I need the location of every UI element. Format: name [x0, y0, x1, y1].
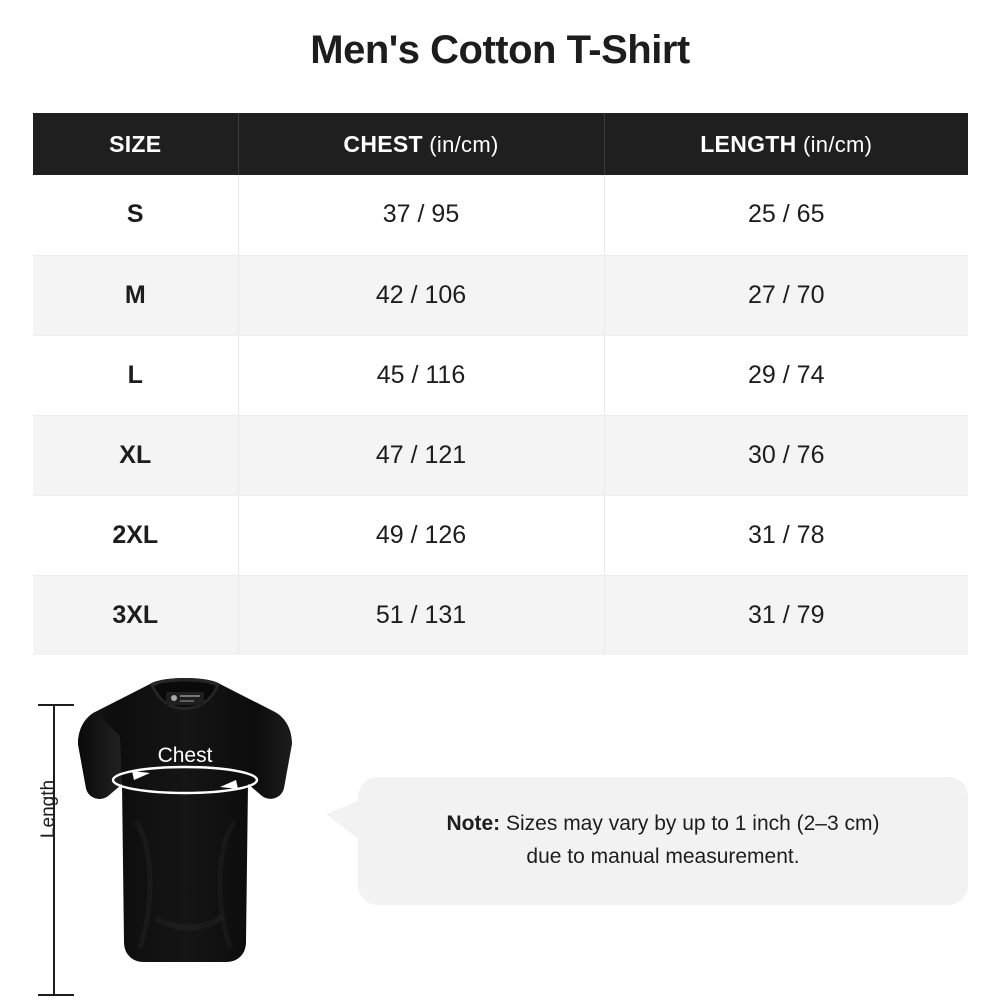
column-header-length: LENGTH (in/cm) — [604, 113, 968, 175]
table-row: S 37 / 95 25 / 65 — [33, 175, 968, 256]
cell-length: 30 / 76 — [604, 415, 968, 496]
column-header-size-label: SIZE — [109, 130, 162, 157]
note-prefix: Note: — [446, 812, 501, 836]
cell-size: M — [33, 255, 239, 336]
column-header-size: SIZE — [33, 113, 239, 175]
cell-size: S — [33, 175, 239, 256]
cell-chest: 45 / 116 — [238, 335, 605, 416]
cell-chest: 42 / 106 — [238, 255, 605, 336]
cell-size: L — [33, 335, 239, 416]
cell-length: 29 / 74 — [604, 335, 968, 416]
table-row: 2XL 49 / 126 31 / 78 — [33, 495, 968, 576]
table-row: M 42 / 106 27 / 70 — [33, 255, 968, 336]
column-header-chest-unit: (in/cm) — [422, 131, 499, 157]
tshirt-icon: Chest — [78, 678, 292, 962]
table-row: L 45 / 116 29 / 74 — [33, 335, 968, 416]
length-bracket-icon — [38, 704, 74, 996]
cell-size: 2XL — [33, 495, 239, 576]
column-header-length-label: LENGTH — [700, 130, 797, 157]
tshirt-illustration: Chest — [70, 672, 300, 972]
cell-chest: 51 / 131 — [238, 575, 605, 655]
cell-length: 31 / 78 — [604, 495, 968, 576]
note-bubble-tail — [326, 800, 360, 840]
column-header-chest: CHEST (in/cm) — [238, 113, 605, 175]
cell-length: 27 / 70 — [604, 255, 968, 336]
page-title: Men's Cotton T-Shirt — [310, 28, 690, 72]
cell-chest: 47 / 121 — [238, 415, 605, 496]
cell-chest: 49 / 126 — [238, 495, 605, 576]
note-callout: Note: Sizes may vary by up to 1 inch (2–… — [358, 777, 968, 905]
column-header-chest-label: CHEST — [343, 130, 423, 157]
cell-chest: 37 / 95 — [238, 175, 605, 256]
note-line-1: Note: Sizes may vary by up to 1 inch (2–… — [447, 808, 880, 841]
cell-size: 3XL — [33, 575, 239, 655]
note-text-1: Sizes may vary by up to 1 inch (2–3 cm) — [500, 812, 880, 836]
table-header-row: SIZE CHEST (in/cm) LENGTH (in/cm) — [33, 113, 968, 175]
measurement-illustration: Length — [0, 660, 1000, 1000]
table-row: XL 47 / 121 30 / 76 — [33, 415, 968, 496]
chest-label: Chest — [158, 744, 213, 767]
cell-length: 31 / 79 — [748, 600, 825, 629]
cell-length: 25 / 65 — [604, 175, 968, 256]
table-row: 3XL 51 / 131 31 / 79 — [33, 575, 968, 655]
length-dimension-line: Length — [28, 680, 82, 1000]
table-body: S 37 / 95 25 / 65 M 42 / 106 27 / 70 L 4… — [33, 175, 968, 655]
length-label: Length — [38, 779, 59, 839]
column-header-length-unit: (in/cm) — [796, 131, 873, 157]
cell-size: XL — [33, 415, 239, 496]
note-line-2: due to manual measurement. — [526, 845, 800, 868]
size-chart-table: SIZE CHEST (in/cm) LENGTH (in/cm) S 37 /… — [33, 113, 968, 655]
table-header: SIZE CHEST (in/cm) LENGTH (in/cm) — [33, 113, 968, 175]
